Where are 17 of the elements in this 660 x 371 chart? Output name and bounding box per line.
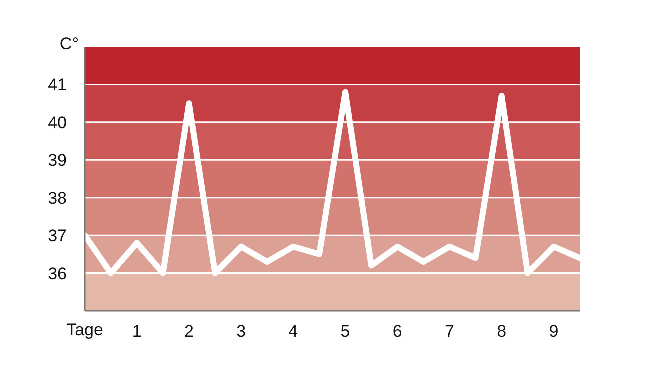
x-tick-label: 4: [288, 322, 298, 342]
x-tick-label: 7: [445, 322, 454, 342]
x-tick-label: 1: [132, 322, 142, 342]
x-tick-label: 3: [236, 322, 246, 342]
y-tick-label: 41: [48, 76, 67, 95]
x-tick-label: 2: [184, 322, 194, 342]
y-axis-title: C°: [60, 34, 79, 54]
y-tick-label: 36: [48, 264, 67, 284]
x-tick-label: 5: [340, 322, 350, 342]
y-tick-label: 39: [48, 151, 67, 170]
x-axis-title: Tage: [66, 320, 104, 340]
y-tick-label: 38: [48, 188, 67, 208]
x-tick-label: 6: [392, 322, 402, 342]
y-tick-label: 40: [48, 113, 67, 132]
x-tick-label: 9: [549, 322, 559, 342]
y-tick-label: 37: [48, 226, 67, 246]
x-tick-label: 8: [497, 322, 507, 342]
